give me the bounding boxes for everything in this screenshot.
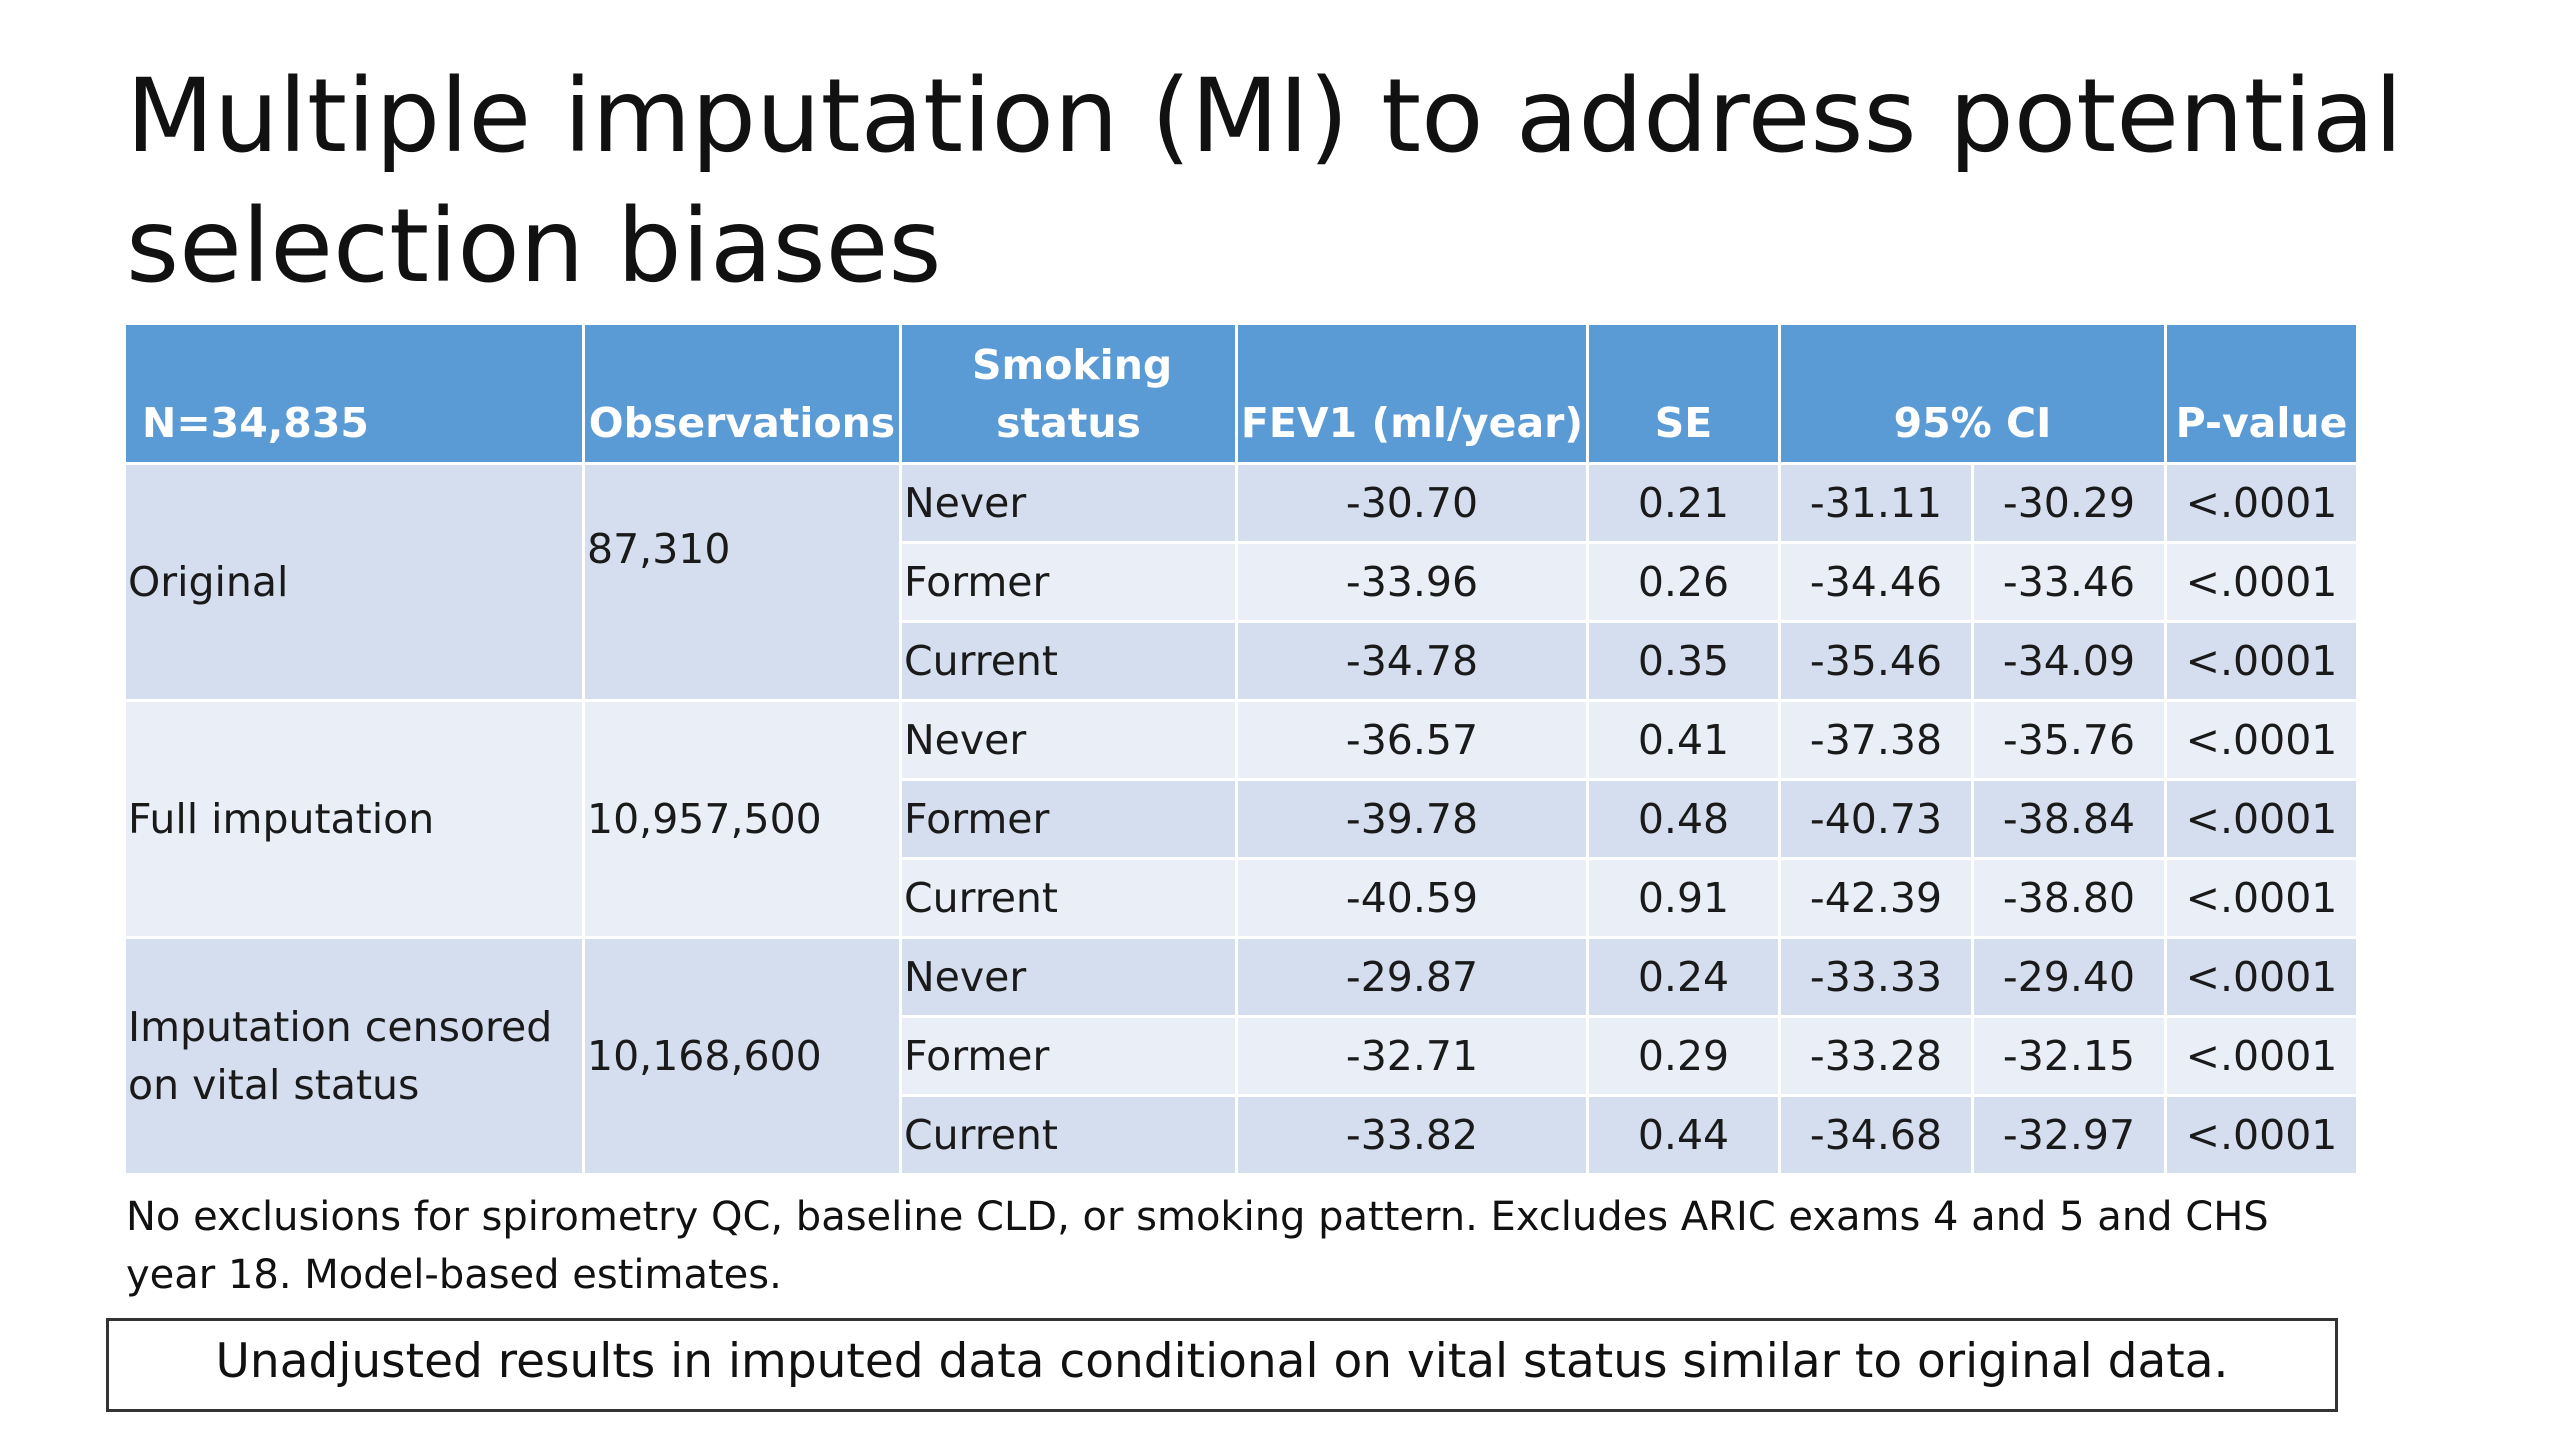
ci-high-cell: -34.09	[1974, 623, 2165, 699]
fev1-cell: -30.70	[1238, 465, 1586, 541]
smoking-status-cell: Current	[902, 860, 1235, 936]
ci-high-cell: -35.76	[1974, 702, 2165, 778]
pvalue-cell: <.0001	[2167, 1097, 2357, 1173]
smoking-status-cell: Former	[902, 781, 1235, 857]
pvalue-cell: <.0001	[2167, 544, 2357, 620]
table-row: Former -39.78 0.48 -40.73 -38.84 <.0001	[126, 781, 2357, 857]
pvalue-cell: <.0001	[2167, 939, 2357, 1015]
pvalue-cell: <.0001	[2167, 1018, 2357, 1094]
fev1-cell: -36.57	[1238, 702, 1586, 778]
footnote: No exclusions for spirometry QC, baselin…	[126, 1194, 2269, 1298]
group-label-full-imputation: Full imputation	[126, 702, 582, 936]
ci-low-cell: -42.39	[1781, 860, 1971, 936]
smoking-status-cell: Former	[902, 1018, 1235, 1094]
se-cell: 0.35	[1589, 623, 1778, 699]
header-fev1: FEV1 (ml/year)	[1238, 325, 1586, 462]
table-header-row: N=34,835 Observations Smoking status FEV…	[126, 325, 2357, 462]
smoking-status-cell: Never	[902, 465, 1235, 541]
ci-low-cell: -37.38	[1781, 702, 1971, 778]
fev1-cell: -32.71	[1238, 1018, 1586, 1094]
ci-low-cell: -34.68	[1781, 1097, 1971, 1173]
smoking-status-cell: Never	[902, 702, 1235, 778]
header-observations: Observations	[585, 325, 899, 462]
ci-low-cell: -31.11	[1781, 465, 1971, 541]
table-row: Imputation censored on vital status 10,1…	[126, 939, 2357, 1173]
fev1-cell: -39.78	[1238, 781, 1586, 857]
se-cell: 0.29	[1589, 1018, 1778, 1094]
smoking-status-cell: Former	[902, 544, 1235, 620]
ci-high-cell: -32.15	[1974, 1018, 2165, 1094]
table-row: Current -33.82 0.44 -34.68 -32.97 <.0001	[126, 1097, 2357, 1173]
ci-high-cell: -30.29	[1974, 465, 2165, 541]
se-cell: 0.21	[1589, 465, 1778, 541]
se-cell: 0.26	[1589, 544, 1778, 620]
pvalue-cell: <.0001	[2167, 781, 2357, 857]
observations-imputation-censored: 10,168,600	[585, 939, 899, 1173]
results-table: N=34,835 Observations Smoking status FEV…	[123, 322, 2359, 1176]
table-row: Current -34.78 0.35 -35.46 -34.09 <.0001	[126, 623, 2357, 699]
group-label-original: Original	[126, 465, 582, 699]
table-row: Former -32.71 0.29 -33.28 -32.15 <.0001	[126, 1018, 2357, 1094]
header-n: N=34,835	[126, 325, 582, 462]
fev1-cell: -40.59	[1238, 860, 1586, 936]
conclusion-box: Unadjusted results in imputed data condi…	[106, 1318, 2338, 1412]
ci-low-cell: -33.33	[1781, 939, 1971, 1015]
fev1-cell: -29.87	[1238, 939, 1586, 1015]
pvalue-cell: <.0001	[2167, 860, 2357, 936]
slide-title: Multiple imputation (MI) to address pote…	[126, 57, 2403, 306]
pvalue-cell: <.0001	[2167, 623, 2357, 699]
se-cell: 0.41	[1589, 702, 1778, 778]
se-cell: 0.91	[1589, 860, 1778, 936]
smoking-status-cell: Current	[902, 623, 1235, 699]
se-cell: 0.44	[1589, 1097, 1778, 1173]
ci-low-cell: -40.73	[1781, 781, 1971, 857]
fev1-cell: -33.82	[1238, 1097, 1586, 1173]
ci-high-cell: -32.97	[1974, 1097, 2165, 1173]
group-label-imputation-censored: Imputation censored on vital status	[126, 939, 582, 1173]
se-cell: 0.48	[1589, 781, 1778, 857]
ci-high-cell: -33.46	[1974, 544, 2165, 620]
fev1-cell: -34.78	[1238, 623, 1586, 699]
ci-low-cell: -34.46	[1781, 544, 1971, 620]
smoking-status-cell: Current	[902, 1097, 1235, 1173]
ci-high-cell: -38.84	[1974, 781, 2165, 857]
header-ci: 95% CI	[1781, 325, 2165, 462]
pvalue-cell: <.0001	[2167, 702, 2357, 778]
table-row: Former -33.96 0.26 -34.46 -33.46 <.0001	[126, 544, 2357, 620]
table-row: Current -40.59 0.91 -42.39 -38.80 <.0001	[126, 860, 2357, 936]
header-pvalue: P-value	[2167, 325, 2357, 462]
pvalue-cell: <.0001	[2167, 465, 2357, 541]
ci-high-cell: -38.80	[1974, 860, 2165, 936]
observations-original: 87,310	[585, 465, 899, 699]
se-cell: 0.24	[1589, 939, 1778, 1015]
header-smoking-status: Smoking status	[902, 325, 1235, 462]
ci-low-cell: -33.28	[1781, 1018, 1971, 1094]
table-row: Original 87,310 Never -30.70 0.21 -31.11…	[126, 465, 2357, 699]
header-se: SE	[1589, 325, 1778, 462]
fev1-cell: -33.96	[1238, 544, 1586, 620]
smoking-status-cell: Never	[902, 939, 1235, 1015]
ci-high-cell: -29.40	[1974, 939, 2165, 1015]
ci-low-cell: -35.46	[1781, 623, 1971, 699]
table-row: Full imputation 10,957,500 Never -36.57 …	[126, 702, 2357, 936]
observations-full-imputation: 10,957,500	[585, 702, 899, 936]
